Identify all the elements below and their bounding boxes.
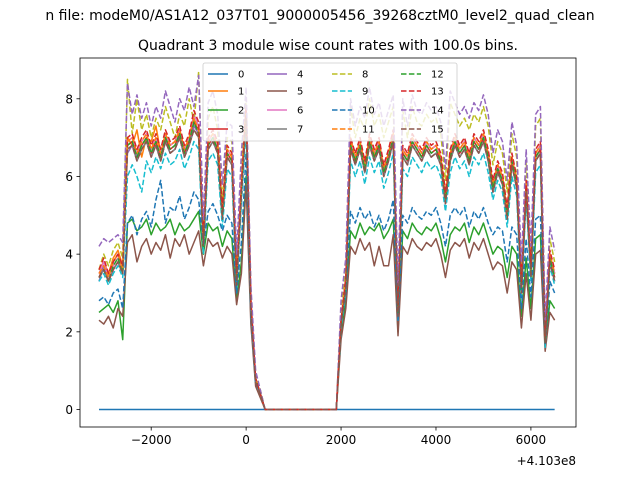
series-line-9 [98,129,556,411]
x-tick-label: 0 [242,433,250,447]
y-tick-label: 6 [65,170,73,184]
chart-title: Quadrant 3 module wise count rates with … [138,38,518,54]
legend-box [202,62,458,142]
x-tick-label: −2000 [131,433,172,447]
y-tick-label: 8 [65,92,73,106]
legend-label-9: 9 [362,87,368,98]
y-tick-label: 4 [65,248,73,262]
legend-label-15: 15 [431,125,444,136]
x-tick-label: 6000 [516,433,547,447]
legend-label-3: 3 [238,125,244,136]
x-tick-label: 2000 [326,433,357,447]
legend-label-0: 0 [238,70,244,81]
legend-label-13: 13 [431,87,444,98]
x-offset-label: +4.103e8 [517,454,576,468]
legend-label-5: 5 [297,87,303,98]
y-tick-label: 0 [65,403,73,417]
legend-label-8: 8 [362,70,368,81]
axes-frame [79,57,577,428]
series-line-11 [98,109,556,411]
figure-suptitle: n file: modeM0/AS1A12_037T01_9000005456_… [45,8,594,24]
y-tick-label: 2 [65,325,73,339]
legend-label-11: 11 [362,125,375,136]
legend-label-7: 7 [297,125,303,136]
legend-label-4: 4 [297,70,303,81]
series-line-15 [98,117,556,411]
legend-label-10: 10 [362,106,375,117]
legend-label-6: 6 [297,106,303,117]
series-group [98,70,556,411]
x-tick-label: 4000 [421,433,452,447]
plot-area: −2000 0 2000 4000 6000+4.103e802468012345678… [65,57,577,468]
legend-label-2: 2 [238,106,244,117]
legend-label-1: 1 [238,87,244,98]
legend-label-14: 14 [431,106,444,117]
legend-label-12: 12 [431,70,444,81]
